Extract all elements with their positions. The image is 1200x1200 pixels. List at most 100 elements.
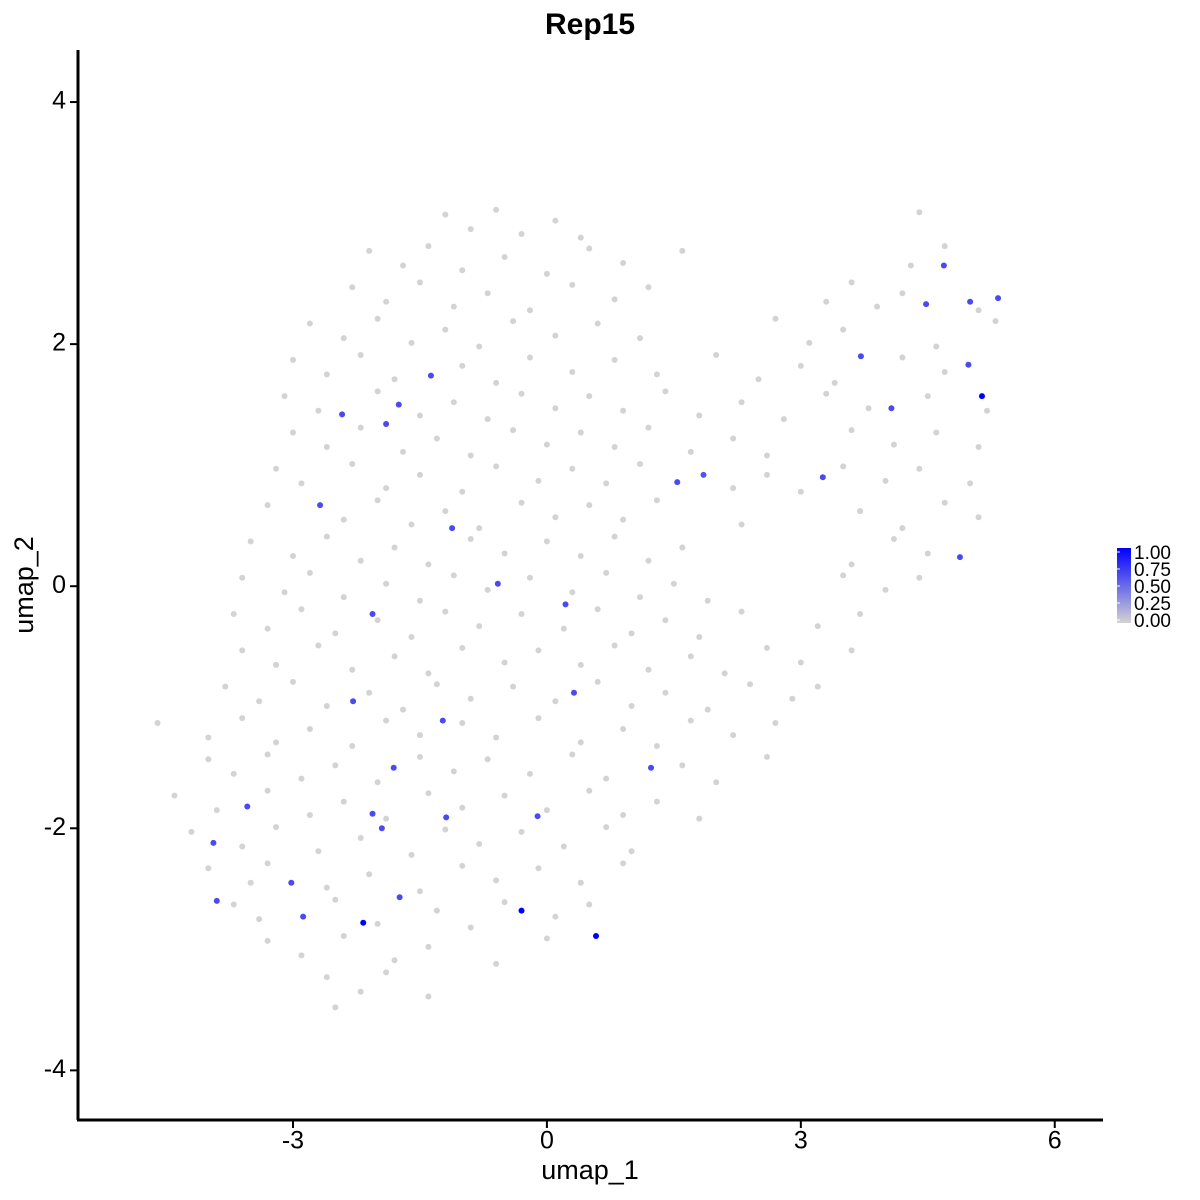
chart-title: Rep15: [545, 8, 635, 41]
cell-point: [383, 485, 390, 492]
cell-point: [374, 315, 381, 322]
cell-point: [924, 393, 931, 400]
cell-point: [374, 920, 381, 927]
cell-point: [247, 538, 254, 545]
cell-point: [569, 589, 576, 596]
cell-point: [289, 356, 296, 363]
cell-point: [552, 405, 559, 412]
cell-point: [390, 764, 397, 771]
cell-point: [442, 826, 449, 833]
cell-point: [332, 630, 339, 637]
cell-point: [899, 525, 906, 532]
cell-point: [493, 206, 500, 213]
cell-point: [577, 429, 584, 436]
cell-point: [552, 698, 559, 705]
cell-point: [306, 320, 313, 327]
cell-point: [637, 594, 644, 601]
cell-point: [940, 262, 947, 269]
cell-point: [264, 937, 271, 944]
cell-point: [459, 644, 466, 651]
cell-point: [670, 580, 677, 587]
cell-point: [535, 865, 542, 872]
cell-point: [340, 798, 347, 805]
cell-point: [569, 751, 576, 758]
y-tick-label: -2: [44, 813, 66, 841]
cell-point: [366, 247, 373, 254]
cell-point: [400, 262, 407, 269]
cell-point: [298, 606, 305, 613]
cell-point: [560, 843, 567, 850]
cell-point: [459, 362, 466, 369]
cell-point: [526, 574, 533, 581]
cell-point: [433, 435, 440, 442]
cell-point: [205, 865, 212, 872]
cell-point: [383, 421, 390, 428]
cell-point: [797, 659, 804, 666]
cell-point: [315, 848, 322, 855]
cell-point: [323, 533, 330, 540]
cell-point: [501, 659, 508, 666]
y-tick-label: 2: [52, 329, 66, 357]
cell-point: [383, 717, 390, 724]
cell-point: [323, 371, 330, 378]
cell-point: [256, 698, 263, 705]
cell-point: [890, 536, 897, 543]
cell-point: [484, 586, 491, 593]
cell-point: [425, 943, 432, 950]
cell-point: [941, 243, 948, 250]
cell-point: [594, 678, 601, 685]
cell-point: [535, 715, 542, 722]
cell-point: [730, 435, 737, 442]
cell-point: [674, 479, 681, 486]
cell-point: [340, 594, 347, 601]
cell-point: [493, 463, 500, 470]
cell-point: [628, 848, 635, 855]
cell-point: [730, 732, 737, 739]
cell-point: [298, 775, 305, 782]
cell-point: [772, 315, 779, 322]
cell-point: [400, 706, 407, 713]
cell-point: [433, 907, 440, 914]
cell-point: [543, 807, 550, 814]
cell-point: [648, 764, 655, 771]
cell-point: [814, 683, 821, 690]
cell-point: [408, 634, 415, 641]
cell-point: [298, 480, 305, 487]
cell-point: [450, 768, 457, 775]
cell-point: [357, 424, 364, 431]
cell-point: [518, 907, 525, 914]
cell-point: [400, 448, 407, 455]
colorbar-label: 0.75: [1134, 560, 1171, 581]
cell-point: [493, 960, 500, 967]
cell-point: [840, 463, 847, 470]
cell-point: [484, 756, 491, 763]
cell-point: [687, 653, 694, 660]
cell-point: [443, 814, 450, 821]
cell-point: [620, 260, 627, 267]
cell-point: [577, 661, 584, 668]
colorbar-label: 0.25: [1134, 594, 1171, 615]
cell-point: [586, 901, 593, 908]
cell-point: [713, 779, 720, 786]
cell-point: [645, 284, 652, 291]
cell-point: [510, 318, 517, 325]
cell-point: [264, 787, 271, 794]
cell-point: [493, 734, 500, 741]
cell-point: [339, 411, 346, 418]
cell-point: [450, 572, 457, 579]
cell-point: [306, 569, 313, 576]
cell-point: [738, 608, 745, 615]
cell-point: [823, 298, 830, 305]
cell-point: [721, 670, 728, 677]
cell-point: [916, 465, 923, 472]
cell-point: [323, 974, 330, 981]
cell-point: [603, 569, 610, 576]
cell-point: [806, 339, 813, 346]
cell-point: [923, 301, 930, 308]
cell-point: [814, 623, 821, 630]
cell-point: [416, 732, 423, 739]
cell-point: [349, 666, 356, 673]
cell-point: [924, 550, 931, 557]
